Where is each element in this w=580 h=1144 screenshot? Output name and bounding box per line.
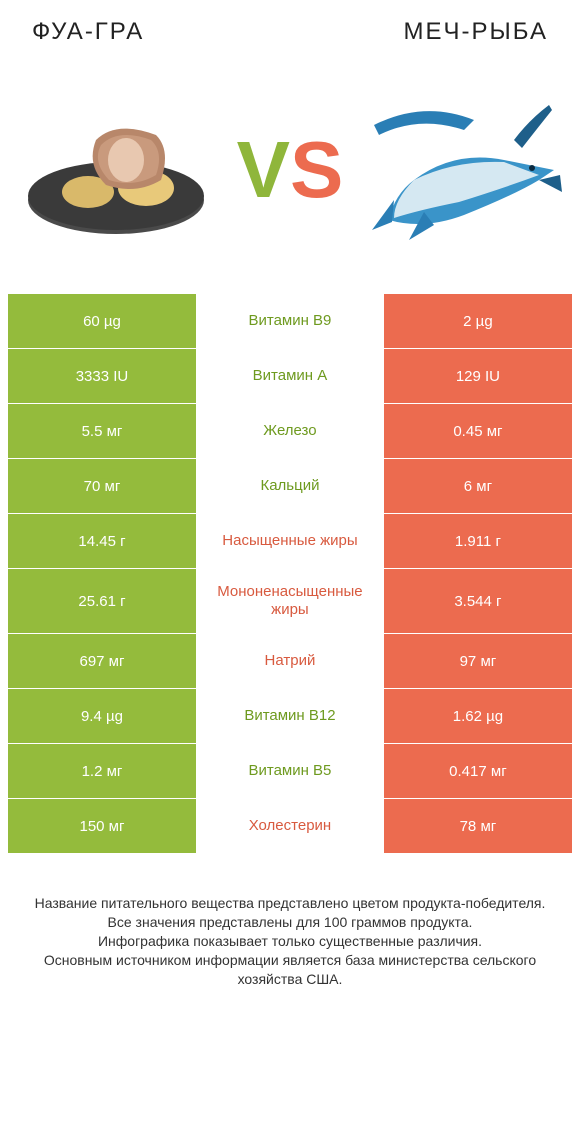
left-value: 25.61 г xyxy=(8,569,196,633)
footer-notes: Название питательного вещества представл… xyxy=(8,894,572,988)
nutrient-label: Насыщенные жиры xyxy=(196,514,384,568)
vs-s: S xyxy=(290,124,343,216)
nutrient-label: Кальций xyxy=(196,459,384,513)
footer-line: Название питательного вещества представл… xyxy=(20,894,560,913)
left-value: 697 мг xyxy=(8,634,196,688)
nutrient-label: Витамин A xyxy=(196,349,384,403)
nutrient-label: Натрий xyxy=(196,634,384,688)
right-value: 78 мг xyxy=(384,799,572,853)
left-value: 1.2 мг xyxy=(8,744,196,798)
footer-line: Все значения представлены для 100 граммо… xyxy=(20,913,560,932)
left-value: 5.5 мг xyxy=(8,404,196,458)
nutrient-label: Витамин B5 xyxy=(196,744,384,798)
left-value: 14.45 г xyxy=(8,514,196,568)
table-row: 60 µgВитамин B92 µg xyxy=(8,294,572,349)
nutrient-label: Витамин B9 xyxy=(196,294,384,348)
left-value: 70 мг xyxy=(8,459,196,513)
table-row: 14.45 гНасыщенные жиры1.911 г xyxy=(8,514,572,569)
left-value: 3333 IU xyxy=(8,349,196,403)
table-row: 70 мгКальций6 мг xyxy=(8,459,572,514)
right-value: 6 мг xyxy=(384,459,572,513)
right-value: 129 IU xyxy=(384,349,572,403)
table-row: 697 мгНатрий97 мг xyxy=(8,634,572,689)
right-title: МЕЧ-РЫБА xyxy=(404,18,548,46)
left-image xyxy=(16,80,216,260)
right-value: 1.911 г xyxy=(384,514,572,568)
left-value: 60 µg xyxy=(8,294,196,348)
nutrient-label: Витамин B12 xyxy=(196,689,384,743)
right-image xyxy=(364,80,564,260)
table-row: 5.5 мгЖелезо0.45 мг xyxy=(8,404,572,459)
right-value: 97 мг xyxy=(384,634,572,688)
header-titles: ФУА-ГРА МЕЧ-РЫБА xyxy=(8,18,572,46)
comparison-table: 60 µgВитамин B92 µg3333 IUВитамин A129 I… xyxy=(8,294,572,854)
right-value: 0.417 мг xyxy=(384,744,572,798)
nutrient-label: Холестерин xyxy=(196,799,384,853)
left-value: 150 мг xyxy=(8,799,196,853)
right-value: 0.45 мг xyxy=(384,404,572,458)
table-row: 150 мгХолестерин78 мг xyxy=(8,799,572,854)
images-row: VS xyxy=(8,70,572,270)
left-title: ФУА-ГРА xyxy=(32,18,144,46)
right-value: 2 µg xyxy=(384,294,572,348)
table-row: 3333 IUВитамин A129 IU xyxy=(8,349,572,404)
nutrient-label: Мононенасыщенные жиры xyxy=(196,569,384,633)
left-value: 9.4 µg xyxy=(8,689,196,743)
footer-line: Инфографика показывает только существенн… xyxy=(20,932,560,951)
vs-v: V xyxy=(237,124,290,216)
table-row: 25.61 гМононенасыщенные жиры3.544 г xyxy=(8,569,572,634)
nutrient-label: Железо xyxy=(196,404,384,458)
table-row: 9.4 µgВитамин B121.62 µg xyxy=(8,689,572,744)
table-row: 1.2 мгВитамин B50.417 мг xyxy=(8,744,572,799)
right-value: 1.62 µg xyxy=(384,689,572,743)
vs-label: VS xyxy=(237,124,344,216)
footer-line: Основным источником информации является … xyxy=(20,951,560,989)
right-value: 3.544 г xyxy=(384,569,572,633)
